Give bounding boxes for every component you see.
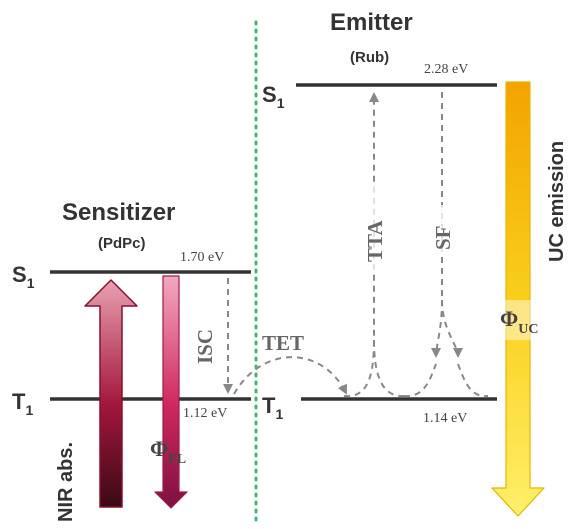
isc-label: ISC xyxy=(193,329,217,364)
tta-branch xyxy=(373,339,407,398)
phi-uc-backdrop xyxy=(499,300,537,340)
sf-label-bg xyxy=(424,205,460,257)
emitter-s1-label: S1 xyxy=(262,82,285,111)
sensitizer-s1-energy: 1.70 eV xyxy=(180,250,224,265)
sf-triplet-curve xyxy=(403,363,489,398)
emitter-s1-energy: 2.28 eV xyxy=(424,62,468,77)
sensitizer-t1-energy: 1.12 eV xyxy=(183,406,227,421)
fluorescence-arrow xyxy=(154,275,188,509)
sensitizer-s1-label: S1 xyxy=(12,262,35,291)
sensitizer-subtitle: (PdPc) xyxy=(98,235,146,252)
emitter-t1-label: T1 xyxy=(262,393,283,422)
emitter-title: Emitter xyxy=(330,9,413,36)
tet-arrow xyxy=(233,356,347,395)
sensitizer-t1-label: T1 xyxy=(12,389,33,418)
sf-label: SF xyxy=(431,225,455,250)
uc-emission-label: UC emission xyxy=(546,141,568,262)
tet-label: TET xyxy=(262,331,304,355)
sf-arrow-left xyxy=(431,299,443,358)
nir-abs-label: NIR abs. xyxy=(55,442,77,522)
phi-fl-label: ΦFL xyxy=(150,436,186,467)
sensitizer-title: Sensitizer xyxy=(62,199,175,226)
tta-label-bg xyxy=(350,185,396,273)
tta-label: TTA xyxy=(363,220,387,262)
phi-uc-label: ΦUC xyxy=(500,306,538,337)
emitter-subtitle: (Rub) xyxy=(350,49,389,66)
sf-arrow-right xyxy=(441,299,463,358)
emitter-t1-energy: 1.14 eV xyxy=(423,411,467,426)
nir-absorption-arrow xyxy=(84,279,138,508)
uc-emission-arrow xyxy=(491,81,545,517)
